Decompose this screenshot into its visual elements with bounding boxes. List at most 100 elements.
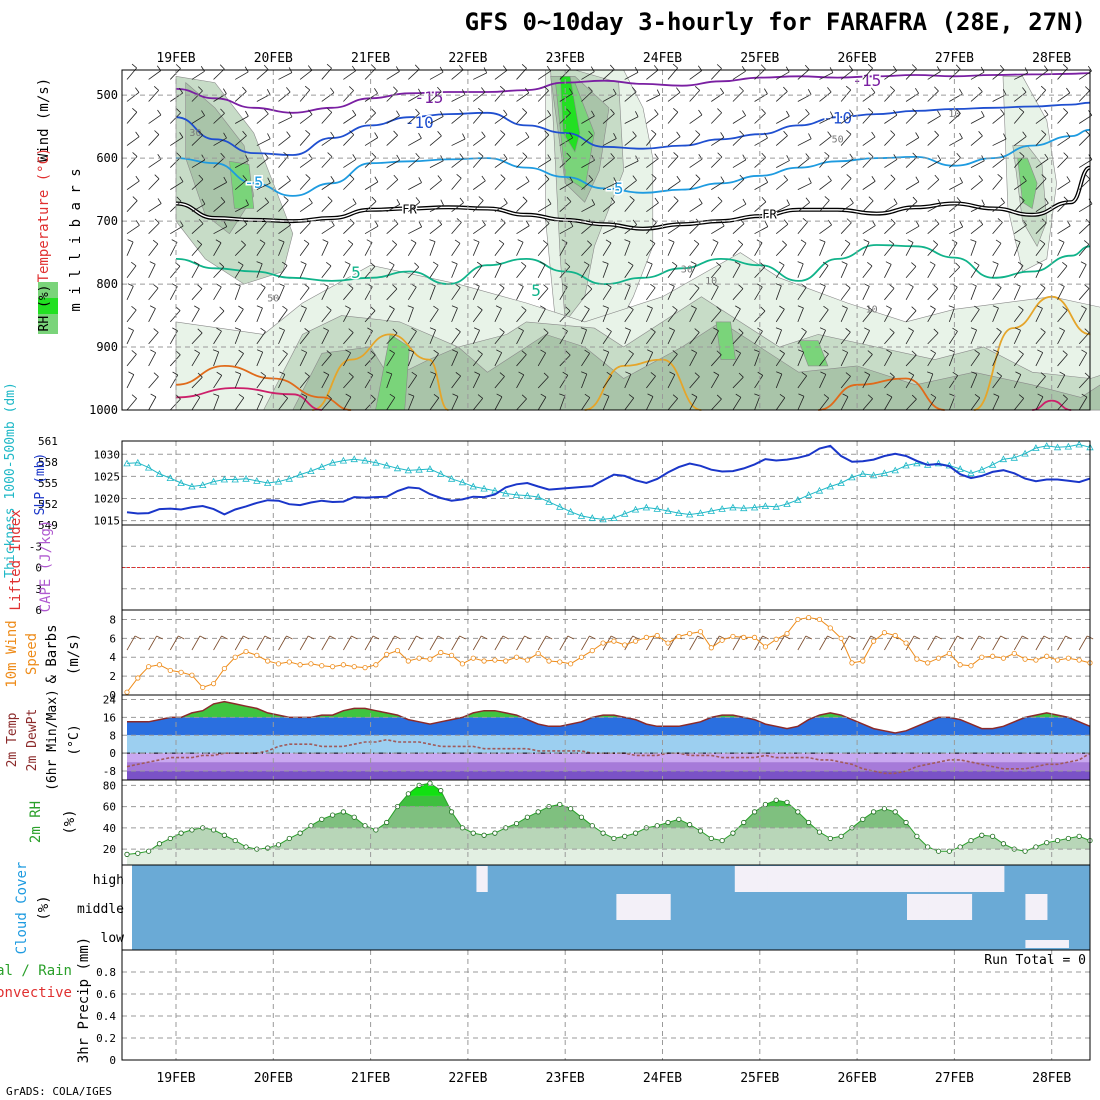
wind-barb-flag (716, 350, 722, 356)
wind-barb-flag (669, 371, 676, 375)
thickness-point (437, 470, 445, 477)
wind-barb (775, 179, 788, 190)
rh-point (210, 827, 217, 833)
wind-barb (191, 159, 205, 168)
thickness-point (393, 464, 402, 472)
wind-barb (732, 352, 742, 367)
wind-barb-flag (396, 154, 401, 161)
wind-barb-flag (952, 371, 958, 376)
wind-barb-flag (348, 86, 354, 91)
rh-point (827, 835, 833, 842)
wind-barb (689, 264, 697, 278)
wind-barb (1057, 354, 1068, 367)
wind-barb-flag (754, 393, 761, 397)
wind-barb-flag (264, 109, 269, 115)
wind-barb (1013, 309, 1024, 323)
wind-barb-flag (819, 327, 826, 331)
wind-barb (732, 70, 746, 80)
wind-barb-flag (783, 219, 789, 225)
wind-barb (840, 287, 851, 301)
wind-barb (364, 374, 374, 389)
date-label-bottom: 28FEB (1032, 1071, 1071, 1086)
surface-wind-barb-flag (567, 635, 574, 640)
wind-barb (732, 179, 745, 190)
rh-band (127, 795, 1090, 807)
wind-barb (1035, 70, 1049, 80)
wind-barb-flag (716, 394, 722, 400)
wind-barb-flag (222, 88, 227, 94)
wind-barb (343, 264, 351, 278)
wind-barb (386, 135, 398, 146)
wind-barb (494, 331, 505, 345)
wind-barb-flag (130, 261, 137, 267)
precip-tick: 0.4 (96, 1010, 116, 1023)
wind-barb (537, 332, 549, 345)
wind-barb-flag (1036, 261, 1043, 265)
wind-barb-flag (1063, 108, 1069, 113)
surface-wind-barb-flag (307, 635, 315, 640)
wind-barb (386, 397, 396, 411)
wind-barb-flag (154, 174, 160, 180)
wind-barb (148, 158, 162, 168)
surface-wind-barb-flag (416, 635, 423, 640)
wind-barb-flag (981, 155, 985, 161)
wind-barb-flag (127, 239, 134, 243)
wind-barb-flag (215, 283, 222, 288)
wind-barb (862, 92, 876, 102)
wind-barb (191, 90, 203, 102)
wind-barb (299, 287, 310, 301)
wind-barb (840, 114, 854, 124)
wind-barb-flag (503, 109, 508, 115)
wind-speed-point (1000, 655, 1007, 661)
wind-barb-flag (997, 218, 1003, 223)
wind-barb (970, 285, 977, 300)
thickness-point (361, 456, 369, 464)
wind-barb (732, 332, 744, 345)
wind-barb (191, 308, 200, 323)
wind-barb (256, 396, 264, 411)
wind-barb-flag (547, 110, 552, 116)
wind-barb-flag (602, 305, 609, 309)
wind-barb-flag (238, 349, 244, 354)
wind-barb (451, 158, 464, 168)
wind-barb (451, 331, 461, 345)
wind-barb-flag (194, 349, 200, 354)
cloud-block-middle (960, 894, 973, 920)
rh-point (221, 832, 227, 838)
cloud-block-low (1036, 940, 1048, 948)
wind-barb-flag (345, 393, 352, 398)
wind-label-left: 10m Wind (4, 620, 20, 687)
wind-barb (1057, 225, 1071, 235)
wind-barb (905, 112, 917, 124)
wind-barb-flag (868, 152, 874, 157)
wind-barb (472, 330, 480, 345)
thickness-point (891, 466, 899, 474)
wind-barb-flag (761, 197, 767, 203)
wind-barb (581, 373, 588, 389)
wind-barb (278, 397, 289, 411)
surface-wind-barb-flag (697, 635, 704, 640)
wind-barb-flag (996, 283, 1002, 288)
rh-point (762, 801, 768, 808)
wind-barb-flag (646, 305, 653, 309)
wind-barb-flag (433, 394, 440, 399)
wind-barb (537, 288, 549, 301)
wind-barb (191, 397, 201, 411)
wind-speed-point (340, 662, 347, 668)
wind-speed-point (297, 662, 303, 668)
wind-barb (927, 115, 941, 124)
wind-barb-flag (461, 89, 466, 95)
wind-barb-flag (911, 394, 917, 400)
surface-wind-barb (905, 635, 915, 651)
wind-barb-flag (930, 349, 936, 354)
surface-wind-barb-flag (1000, 635, 1007, 640)
wind-barb (905, 225, 920, 235)
wind-barb (451, 94, 466, 102)
wind-barb-flag (500, 174, 506, 179)
wind-barb-flag (797, 305, 804, 309)
wind-speed-point (200, 684, 206, 691)
cloud-block-high (907, 866, 919, 892)
rh-point (286, 835, 292, 842)
wind-barb (646, 94, 661, 102)
wind-barb (602, 331, 612, 345)
